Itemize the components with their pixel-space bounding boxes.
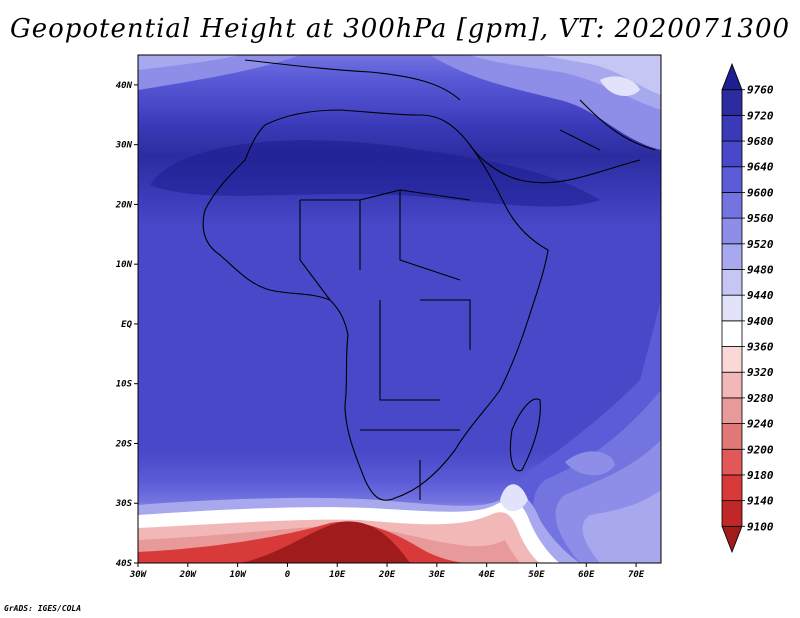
lat-tick-label: 10N	[116, 260, 133, 270]
lon-tick-label: 20E	[378, 570, 396, 580]
lon-tick-label: 10W	[229, 570, 247, 580]
colorbar-box	[721, 114, 743, 142]
lat-tick-label: 10S	[116, 380, 133, 390]
colorbar-box	[721, 166, 743, 193]
colorbar-label: 9640	[747, 161, 774, 174]
colorbar-box	[721, 89, 743, 116]
lat-tick-label: 20S	[115, 439, 133, 449]
lat-tick-label: 20N	[115, 200, 133, 210]
colorbar-box	[721, 474, 743, 502]
colorbar-box	[721, 269, 743, 296]
lat-tick-label: EQ	[121, 320, 132, 330]
colorbar-box	[721, 525, 743, 554]
colorbar-label: 9320	[747, 366, 774, 379]
lon-tick-label: 0	[285, 570, 291, 580]
colorbar-box	[721, 140, 743, 168]
lon-tick-label: 40E	[479, 570, 496, 580]
map-title: Geopotential Height at 300hPa [gpm], VT:…	[9, 14, 791, 44]
colorbar-box	[721, 217, 743, 245]
colorbar: 9100 9140 9180 9200 9240 9280 9320 9360 9400 9440…	[721, 62, 774, 554]
lat-tick-label: 40N	[116, 81, 133, 91]
colorbar-box	[721, 500, 743, 527]
lon-tick-label: 30E	[428, 570, 446, 580]
lon-tick-label: 10E	[329, 570, 346, 580]
coastlines	[202, 59, 656, 501]
colorbar-box	[721, 346, 743, 373]
colorbar-label: 9360	[747, 341, 774, 354]
map-frame	[137, 54, 662, 564]
colorbar-box	[721, 243, 743, 270]
colorbar-label: 9520	[747, 238, 774, 251]
lon-tick-label: 60E	[578, 570, 595, 580]
colorbar-label: 9100	[747, 520, 774, 533]
colorbar-box	[721, 192, 743, 219]
colorbar-label: 9200	[747, 443, 774, 456]
colorbar-box	[721, 371, 743, 399]
grads-credit: GrADS: IGES/COLA	[4, 604, 82, 613]
colorbar-label: 9280	[747, 392, 774, 405]
colorbar-label: 9680	[747, 135, 774, 148]
colorbar-box	[721, 423, 743, 450]
colorbar-box	[721, 320, 743, 347]
colorbar-label: 9720	[747, 109, 774, 122]
colorbar-label: 9480	[747, 263, 774, 276]
colorbar-box	[721, 62, 743, 91]
colorbar-label: 9600	[747, 186, 774, 199]
latitude-axis: 40S 30S 20S 10S EQ 10N 20N 30N 40N	[115, 81, 138, 569]
colorbar-label: 9560	[747, 212, 774, 225]
colorbar-label: 9400	[747, 315, 774, 328]
lon-tick-label: 20W	[179, 570, 198, 580]
lat-tick-label: 30S	[115, 499, 133, 509]
colorbar-label: 9140	[747, 495, 774, 508]
colorbar-box	[721, 397, 743, 424]
longitude-axis: 30W 20W 10W 0 10E 20E 30E 40E 50E 60E 70E	[129, 563, 645, 580]
colorbar-box	[721, 294, 743, 322]
contour-field	[138, 55, 661, 563]
lon-tick-label: 70E	[628, 570, 645, 580]
colorbar-label: 9240	[747, 418, 774, 431]
colorbar-label: 9760	[747, 84, 774, 97]
colorbar-box	[721, 448, 743, 476]
colorbar-label: 9180	[747, 469, 774, 482]
colorbar-label: 9440	[747, 289, 774, 302]
lat-tick-label: 40S	[116, 559, 133, 569]
lon-tick-label: 30W	[129, 570, 148, 580]
lon-tick-label: 50E	[528, 570, 545, 580]
lat-tick-label: 30N	[115, 141, 133, 151]
